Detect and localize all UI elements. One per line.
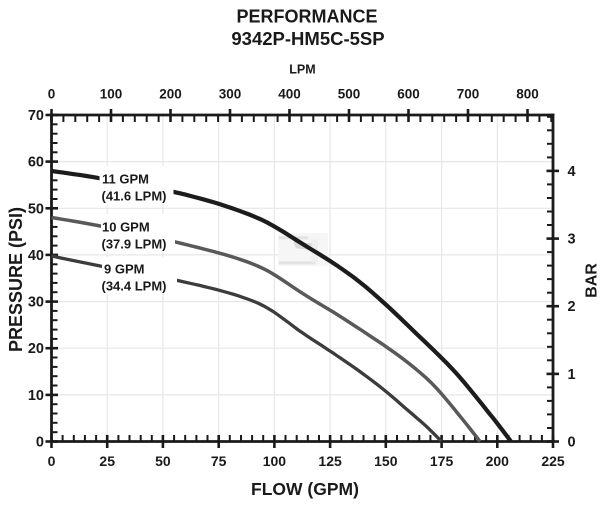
- svg-text:0: 0: [568, 435, 576, 451]
- svg-text:225: 225: [541, 453, 565, 469]
- svg-text:500: 500: [338, 87, 361, 102]
- svg-text:(41.6 LPM): (41.6 LPM): [102, 189, 167, 204]
- svg-text:BAR: BAR: [584, 263, 600, 298]
- svg-text:300: 300: [219, 87, 242, 102]
- svg-text:PERFORMANCE: PERFORMANCE: [236, 7, 377, 27]
- svg-text:150: 150: [374, 453, 398, 469]
- svg-text:(34.4 LPM): (34.4 LPM): [102, 279, 167, 294]
- svg-text:9 GPM: 9 GPM: [104, 262, 144, 277]
- svg-text:20: 20: [28, 341, 44, 357]
- svg-text:9342P-HM5C-5SP: 9342P-HM5C-5SP: [231, 28, 384, 49]
- svg-text:700: 700: [457, 87, 480, 102]
- svg-text:25: 25: [99, 453, 115, 469]
- svg-text:(37.9 LPM): (37.9 LPM): [102, 237, 167, 252]
- svg-text:3: 3: [568, 232, 576, 248]
- svg-text:100: 100: [100, 87, 123, 102]
- svg-text:800: 800: [516, 87, 539, 102]
- svg-text:PRESSURE (PSI): PRESSURE (PSI): [6, 207, 26, 352]
- svg-text:50: 50: [28, 201, 44, 217]
- svg-text:175: 175: [430, 453, 454, 469]
- svg-text:200: 200: [486, 453, 510, 469]
- svg-text:0: 0: [36, 435, 44, 451]
- svg-text:50: 50: [155, 453, 171, 469]
- svg-text:11 GPM: 11 GPM: [102, 172, 149, 187]
- svg-text:70: 70: [28, 108, 44, 124]
- svg-text:LPM: LPM: [289, 63, 315, 77]
- svg-text:FLOW (GPM): FLOW (GPM): [251, 479, 359, 499]
- svg-text:200: 200: [159, 87, 182, 102]
- svg-text:10: 10: [28, 388, 44, 404]
- svg-text:100: 100: [263, 453, 287, 469]
- svg-text:400: 400: [278, 87, 301, 102]
- svg-text:10 GPM: 10 GPM: [102, 220, 150, 235]
- svg-text:2: 2: [568, 299, 576, 315]
- svg-text:0: 0: [48, 87, 56, 102]
- svg-text:0: 0: [48, 453, 56, 469]
- svg-text:600: 600: [397, 87, 420, 102]
- svg-text:1: 1: [568, 367, 576, 383]
- svg-text:125: 125: [318, 453, 342, 469]
- svg-text:60: 60: [28, 155, 44, 171]
- svg-text:30: 30: [28, 295, 44, 311]
- svg-text:40: 40: [28, 248, 44, 264]
- svg-text:75: 75: [211, 453, 227, 469]
- svg-text:4: 4: [568, 164, 576, 180]
